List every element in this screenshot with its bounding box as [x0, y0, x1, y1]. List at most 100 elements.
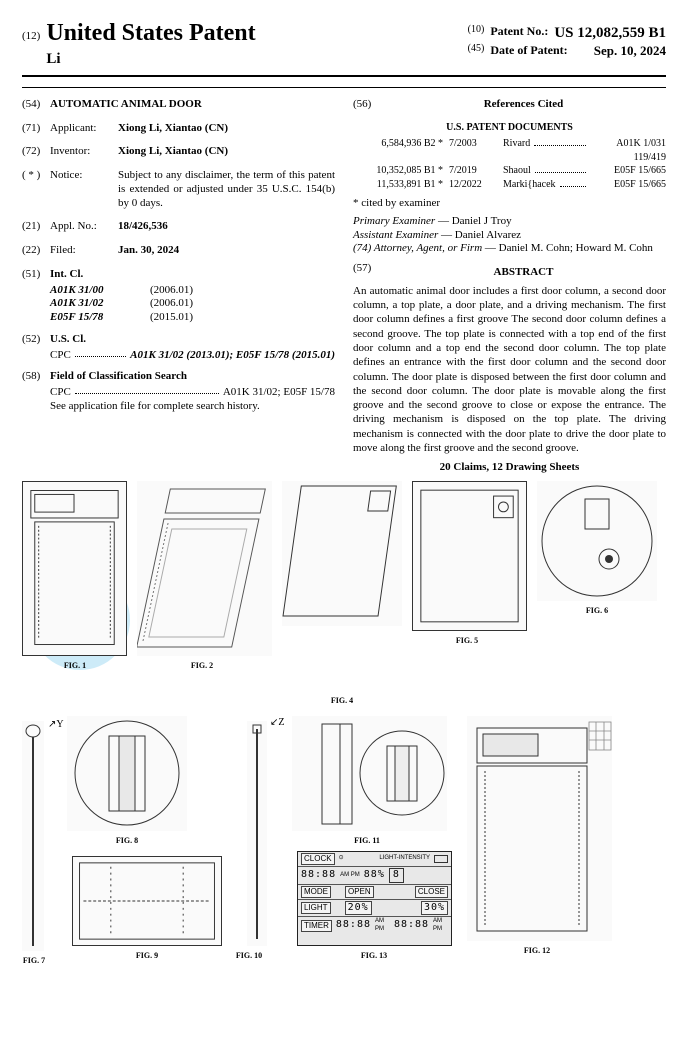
lcd-open-pct: 20% — [345, 901, 372, 916]
f22-num: (22) — [22, 244, 50, 258]
ref-cls2: 119/419 — [596, 152, 666, 165]
dp-label: Date of Patent: — [490, 43, 567, 59]
lcd-light-int: LIGHT-INTENSITY — [379, 855, 430, 863]
lcd-close-pct: 30% — [421, 901, 448, 916]
intcl-code: A01K 31/02 — [50, 297, 150, 311]
fig13-label: FIG. 13 — [354, 951, 394, 961]
cpc-block: CPC A01K 31/02 (2013.01); E05F 15/78 (20… — [50, 349, 335, 363]
f21-lab: Appl. No.: — [50, 220, 118, 234]
fig13-lcd: CLOCK ⊙ LIGHT-INTENSITY 88:88 AM PM 88% … — [297, 851, 452, 946]
drawings-area: FIG. 1 FIG. 2 FIG. 3 FIG. 4 FIG. 5 FIG. … — [22, 481, 666, 981]
fnot-num: ( * ) — [22, 169, 50, 210]
assistant-examiner: Assistant Examiner — Daniel Alvarez — [353, 229, 666, 243]
f57-num: (57) — [353, 262, 381, 284]
header-title-block: United States Patent Li — [46, 18, 255, 69]
f58-block: CPC A01K 31/02; E05F 15/78 See applicati… — [50, 386, 335, 414]
abstract-text: An automatic animal door includes a firs… — [353, 284, 666, 456]
fig7 — [22, 721, 44, 951]
ref-pn: 6,584,936 B2 * — [353, 138, 443, 151]
inventor: Xiong Li, Xiantao (CN) — [118, 145, 335, 159]
fig10-label: FIG. 10 — [229, 951, 269, 961]
dots-leader — [75, 386, 219, 394]
f56-num: (56) — [353, 98, 381, 118]
left-column: (54) AUTOMATIC ANIMAL DOOR (71) Applican… — [22, 98, 335, 475]
lcd-light-pct: 88% — [364, 869, 385, 882]
doc-kind-num: (12) — [22, 30, 40, 69]
abstract-title: ABSTRACT — [381, 266, 666, 280]
lcd-t1: 88:88 — [336, 919, 371, 932]
ref-pn: 11,533,891 B1 * — [353, 179, 443, 192]
invention-title: AUTOMATIC ANIMAL DOOR — [50, 98, 335, 112]
ref-pn: 10,352,085 B1 * — [353, 165, 443, 178]
inventor-surname: Li — [46, 50, 255, 69]
lcd-mode: MODE — [301, 886, 331, 898]
ref-dt: 12/2022 — [449, 179, 497, 192]
intcl-yr: (2015.01) — [150, 311, 193, 325]
ref-dt: 7/2003 — [449, 138, 497, 151]
patent-date: Sep. 10, 2024 — [594, 43, 666, 59]
cpc-val: A01K 31/02 (2013.01); E05F 15/78 (2015.0… — [130, 349, 335, 363]
fig9 — [72, 856, 222, 946]
f58-num: (58) — [22, 370, 50, 384]
header-rule2 — [22, 87, 666, 88]
fig1 — [22, 481, 127, 656]
f54-num: (54) — [22, 98, 50, 112]
lcd-light: LIGHT — [301, 902, 331, 914]
arrow-y: ↗Y — [48, 719, 64, 732]
ref-cls: E05F 15/665 — [596, 179, 666, 192]
fig1-label: FIG. 1 — [55, 661, 95, 671]
fig5 — [412, 481, 527, 631]
dp-num: (45) — [468, 43, 485, 59]
intcl-label: Int. Cl. — [50, 268, 335, 282]
ref-nm: Shaoul — [503, 165, 531, 178]
fig8 — [67, 716, 187, 831]
intcl-list: A01K 31/00(2006.01) A01K 31/02(2006.01) … — [50, 284, 335, 325]
filed-date: Jan. 30, 2024 — [118, 244, 335, 258]
lcd-clock-lab: CLOCK — [301, 853, 335, 865]
fig6-label: FIG. 6 — [577, 606, 617, 616]
lcd-clock-val: 88:88 — [301, 869, 336, 882]
refs-list: 6,584,936 B2 * 7/2003 Rivard A01K 1/031 … — [353, 138, 666, 191]
f58-label: Field of Classification Search — [50, 370, 335, 384]
pn-num: (10) — [468, 24, 485, 43]
f58-pre: CPC — [50, 386, 71, 400]
f21-num: (21) — [22, 220, 50, 234]
biblio-columns: (54) AUTOMATIC ANIMAL DOOR (71) Applican… — [22, 98, 666, 475]
lcd-open: OPEN — [345, 886, 374, 898]
dots-leader — [75, 349, 126, 357]
fig12 — [467, 716, 612, 941]
fig4 — [282, 481, 402, 626]
pn-label: Patent No.: — [490, 24, 548, 43]
f71-num: (71) — [22, 122, 50, 136]
fig9-label: FIG. 9 — [127, 951, 167, 961]
ref-cls: E05F 15/665 — [596, 165, 666, 178]
f58-val: A01K 31/02; E05F 15/78 — [223, 386, 335, 400]
f71-lab: Applicant: — [50, 122, 118, 136]
cited-note: * cited by examiner — [353, 197, 666, 211]
claims-count: 20 Claims, 12 Drawing Sheets — [353, 461, 666, 475]
fig11-label: FIG. 11 — [347, 836, 387, 846]
arrow-z: ↙Z — [270, 717, 285, 730]
f72-lab: Inventor: — [50, 145, 118, 159]
applicant: Xiong Li, Xiantao (CN) — [118, 122, 335, 136]
patent-header: (12) United States Patent Li (10) Patent… — [22, 18, 666, 69]
intcl-code: A01K 31/00 — [50, 284, 150, 298]
ref-nm: Marki{hacek — [503, 179, 556, 192]
ref-nm: Rivard — [503, 138, 530, 151]
ref-cls: A01K 1/031 — [596, 138, 666, 151]
header-rule — [22, 75, 666, 77]
fig11 — [292, 716, 447, 831]
intcl-yr: (2006.01) — [150, 297, 193, 311]
f51-num: (51) — [22, 268, 50, 282]
fig4-label: FIG. 4 — [322, 696, 362, 706]
intcl-yr: (2006.01) — [150, 284, 193, 298]
appl-no: 18/426,536 — [118, 220, 335, 234]
lcd-batt: 8 — [389, 868, 404, 883]
right-column: (56) References Cited U.S. PATENT DOCUME… — [353, 98, 666, 475]
header-right: (10) Patent No.: US 12,082,559 B1 (45) D… — [468, 24, 666, 59]
refs-subtitle: U.S. PATENT DOCUMENTS — [353, 122, 666, 135]
fig10 — [247, 721, 267, 946]
lcd-close: CLOSE — [415, 886, 448, 898]
fig12-label: FIG. 12 — [517, 946, 557, 956]
fig6 — [537, 481, 657, 601]
